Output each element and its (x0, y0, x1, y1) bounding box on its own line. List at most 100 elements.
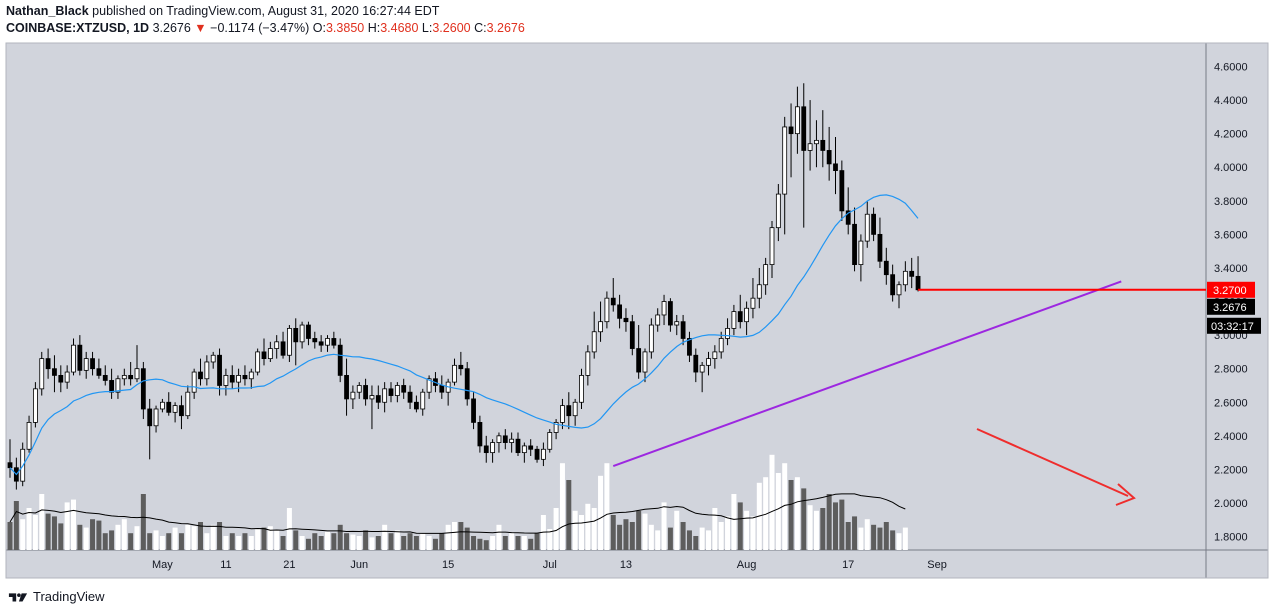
volume-bar (559, 463, 565, 550)
candle-body (845, 210, 851, 225)
publish-info: Nathan_Black published on TradingView.co… (6, 4, 439, 18)
volume-bar (471, 536, 477, 550)
volume-bar (496, 524, 502, 550)
candle-body (648, 324, 654, 353)
time-tick-label: Sep (927, 559, 947, 571)
candle-body (286, 327, 292, 356)
volume-bar (718, 522, 724, 550)
candle-body (185, 391, 191, 417)
price-tick-label: 4.6000 (1214, 62, 1248, 74)
volume-bar (64, 502, 70, 550)
footer-brand[interactable]: TradingView (8, 589, 105, 604)
volume-bar (782, 463, 788, 550)
candle-body (788, 126, 794, 135)
volume-bar (712, 508, 718, 550)
volume-bar (166, 533, 172, 550)
candle-body (33, 388, 38, 423)
volume-bar (521, 536, 527, 550)
candle-body (102, 375, 108, 381)
volume-bar (267, 526, 273, 550)
time-tick-label: 11 (220, 559, 231, 571)
candle-body (890, 274, 896, 296)
support-trendline[interactable] (612, 280, 1122, 467)
volume-bar (318, 536, 324, 550)
time-tick-label: Jun (350, 559, 368, 571)
last-price-label: 3.2676 (1213, 302, 1247, 314)
volume-bar (579, 515, 584, 550)
time-tick-label: May (152, 559, 173, 571)
volume-bar (13, 501, 19, 550)
time-axis[interactable] (6, 550, 1268, 578)
volume-bar (591, 508, 597, 550)
volume-bar (896, 533, 902, 550)
volume-bar (293, 530, 299, 550)
candle-body (718, 338, 724, 353)
volume-bar (7, 522, 13, 550)
volume-bar (490, 536, 496, 550)
author-name[interactable]: Nathan_Black (6, 4, 89, 18)
volume-bar (248, 536, 254, 550)
candle-body (407, 391, 413, 403)
candle-body (820, 139, 826, 151)
candle-body (509, 438, 515, 443)
candle-body (325, 338, 330, 346)
candle-body (331, 338, 337, 346)
price-tick-label: 3.8000 (1214, 196, 1248, 208)
candle-body (71, 344, 76, 373)
volume-bar (807, 505, 813, 550)
candle-body (134, 368, 140, 380)
volume-bar (820, 508, 826, 550)
high-value: 3.4680 (380, 21, 419, 35)
volume-bar (902, 527, 908, 550)
volume-bar (445, 524, 451, 550)
volume-bar (877, 527, 883, 550)
volume-bar (369, 537, 375, 550)
down-arrow-line[interactable] (976, 428, 1129, 497)
symbol-label[interactable]: COINBASE:XTZUSD, 1D (6, 21, 150, 35)
candle-body (642, 351, 648, 373)
candle-body (255, 351, 261, 373)
candle-body (375, 395, 381, 403)
volume-bar (642, 513, 648, 550)
volume-bar (299, 536, 305, 550)
symbol-info: COINBASE:XTZUSD, 1D 3.2676 ▼ −0.1174 (−3… (6, 21, 525, 35)
candle-body (7, 462, 13, 469)
volume-bar (661, 502, 667, 550)
candle-body (52, 368, 57, 376)
volume-bar (439, 533, 445, 550)
candle-body (267, 348, 273, 360)
volume-bar (242, 533, 248, 550)
volume-bar (699, 527, 705, 550)
candle-body (318, 341, 324, 346)
volume-bar (58, 523, 64, 550)
volume-bar (452, 522, 457, 550)
volume-bar (325, 531, 330, 550)
candle-body (236, 375, 242, 383)
tradingview-logo-icon (8, 592, 28, 602)
candle-body (502, 435, 508, 443)
candle-body (547, 432, 553, 450)
candle-body (852, 223, 857, 266)
candle-body (452, 364, 457, 383)
candle-body (39, 358, 45, 390)
volume-bar (623, 519, 629, 550)
volume-bar (553, 508, 559, 550)
candle-body (661, 301, 667, 316)
candle-body (401, 385, 407, 393)
volume-bar (45, 513, 51, 550)
time-tick-label: 13 (620, 559, 632, 571)
candle-body (369, 395, 375, 400)
candle-body (90, 358, 95, 370)
candle-body (896, 284, 902, 296)
candle-body (674, 321, 680, 326)
volume-bar (744, 510, 750, 550)
volume-bar (159, 536, 165, 550)
volume-bar (737, 502, 743, 550)
volume-bar (147, 533, 153, 550)
candle-body (439, 385, 445, 393)
candle-body (344, 375, 349, 400)
volume-bar (32, 515, 38, 550)
candle-body (560, 405, 565, 423)
time-tick-label: 17 (842, 559, 854, 571)
